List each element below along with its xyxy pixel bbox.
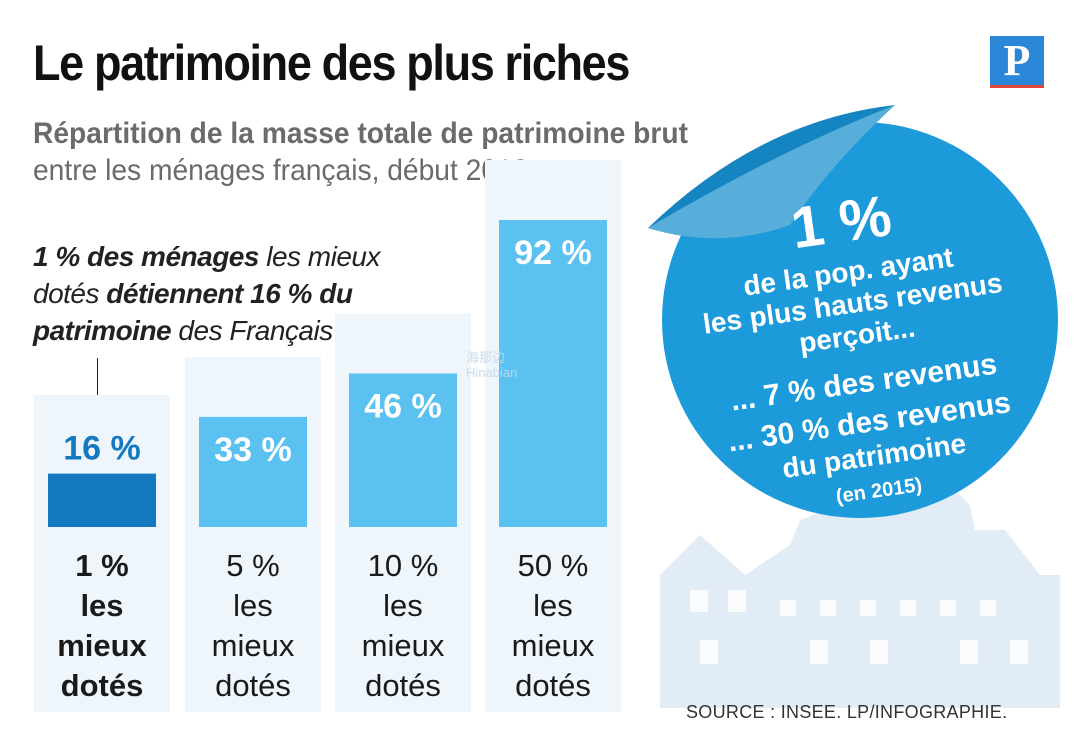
category-label: mieux <box>57 628 147 663</box>
category-label: 10 % <box>368 548 439 583</box>
bar-value-label: 33 % <box>214 431 292 469</box>
watermark-en: Hinabian <box>466 365 518 380</box>
bars-layer: 16 % 1 % les mieux dotés 33 % 5 % les mieux dotés… <box>34 160 621 712</box>
category-label: dotés <box>365 668 441 703</box>
category-label: les <box>533 588 573 623</box>
bar-value-label: 16 % <box>63 430 141 468</box>
column-background <box>34 395 170 712</box>
category-label: mieux <box>512 628 595 663</box>
bar <box>499 220 607 527</box>
category-label: dotés <box>61 668 144 703</box>
source-credit: SOURCE : INSEE. LP/INFOGRAPHIE. <box>686 702 1008 722</box>
bar <box>349 373 457 527</box>
badge-big: 1 % <box>787 183 895 261</box>
chart-subtitle: Répartition de la masse totale de patrim… <box>33 117 689 150</box>
category-label: mieux <box>212 628 295 663</box>
category-label: les <box>80 588 123 623</box>
chart-subtitle-secondary: entre les ménages français, début 2018 <box>33 154 529 187</box>
watermark: 海那边 Hinabian <box>466 350 517 380</box>
note-part-4: des Français <box>171 315 333 346</box>
note-part-3: détiennent 16 % du patrimoine <box>33 278 353 346</box>
category-label: 50 % <box>518 548 589 583</box>
watermark-cn: 海那边 <box>466 350 506 365</box>
category-label: 5 % <box>226 548 279 583</box>
house-windows <box>690 590 1028 664</box>
chart-title: Le patrimoine des plus riches <box>33 35 630 91</box>
annotation-note: 1 % des ménages les mieux dotés détienne… <box>33 238 393 349</box>
note-part-2: les mieux dotés <box>33 241 381 309</box>
category-label: dotés <box>515 668 591 703</box>
revenue-badge: 1 % de la pop. ayant les plus hauts reve… <box>648 105 1058 518</box>
note-part-1: 1 % des ménages <box>33 241 259 272</box>
category-label: dotés <box>215 668 291 703</box>
bar <box>199 416 307 527</box>
category-label: les <box>233 588 273 623</box>
column-background <box>185 356 321 712</box>
bar-value-label: 46 % <box>364 388 442 426</box>
category-label: les <box>383 588 423 623</box>
bar-value-label: 92 % <box>514 234 592 272</box>
category-label: mieux <box>362 628 445 663</box>
publisher-logo: P <box>990 36 1044 88</box>
bar <box>48 473 156 527</box>
category-label: 1 % <box>75 548 128 583</box>
